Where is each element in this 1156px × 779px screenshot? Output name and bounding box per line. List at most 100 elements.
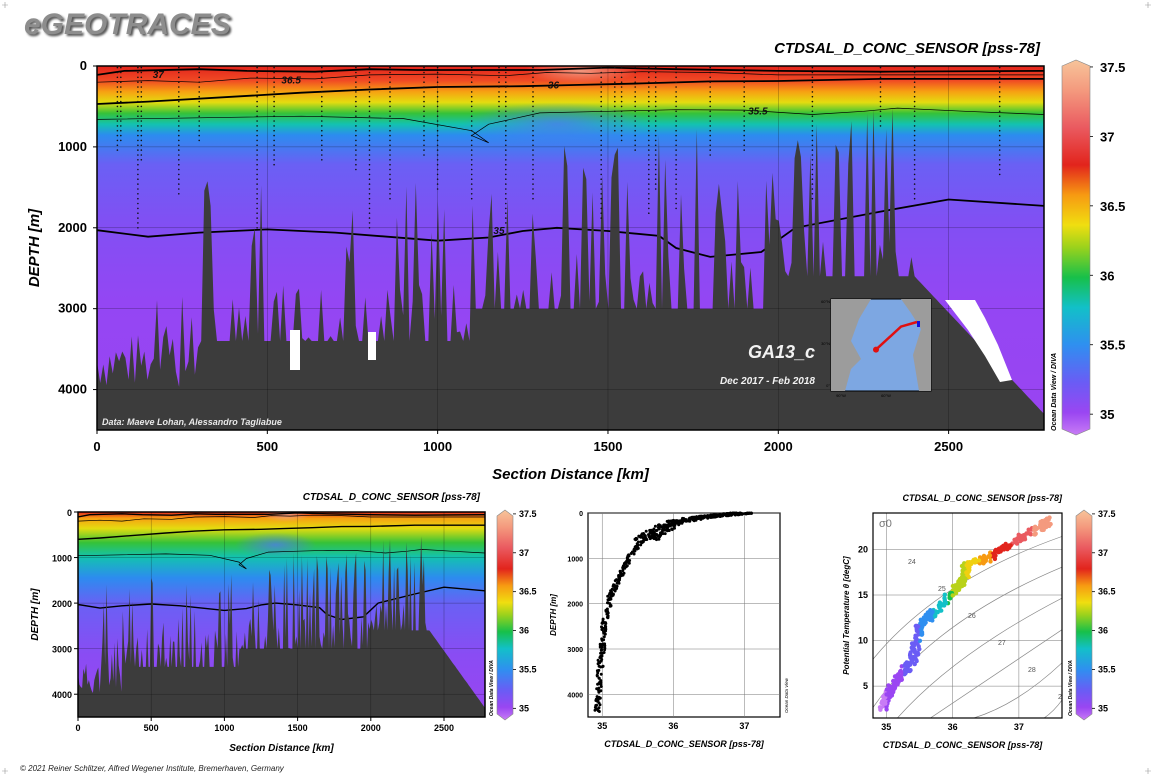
- sample-point: [273, 95, 275, 98]
- profile-point: [649, 531, 653, 535]
- sample-point: [198, 91, 200, 93]
- sample-point: [505, 222, 507, 224]
- profile-point: [643, 534, 647, 538]
- sample-point: [137, 139, 139, 142]
- contour-37: [78, 512, 485, 518]
- profile-point: [609, 604, 613, 608]
- sample-point: [614, 129, 616, 132]
- low-salinity-tongue: [234, 532, 317, 558]
- chart-title: CTDSAL_D_CONC_SENSOR [pss-78]: [774, 40, 1041, 57]
- sample-point: [879, 91, 882, 93]
- sample-point: [368, 197, 371, 200]
- sample-point: [600, 207, 602, 210]
- sample-point: [256, 129, 258, 132]
- sample-point: [998, 120, 1001, 122]
- sample-point: [355, 144, 357, 147]
- sample-point: [256, 193, 258, 195]
- sample-point: [634, 81, 636, 83]
- ts-point: [877, 705, 883, 710]
- ts-point: [937, 605, 942, 610]
- sample-point: [998, 125, 1001, 127]
- y-tick-label: 2000: [567, 602, 583, 609]
- sample-point: [634, 76, 636, 79]
- sample-point: [120, 86, 122, 88]
- sample-point: [423, 120, 425, 122]
- colorbar-tick-label: 37.5: [519, 509, 537, 519]
- sample-point: [140, 139, 143, 142]
- ts-point: [1008, 543, 1013, 548]
- profile-point: [688, 519, 692, 523]
- x-tick-label: 1000: [214, 723, 234, 733]
- sample-point: [505, 202, 507, 205]
- contour-label: 37: [153, 70, 165, 81]
- sample-point: [321, 81, 323, 83]
- sample-point: [600, 76, 602, 79]
- sample-point: [811, 86, 814, 88]
- sample-point: [273, 81, 275, 83]
- sample-point: [256, 110, 258, 113]
- sample-point: [178, 154, 180, 156]
- sample-point: [423, 100, 425, 103]
- sample-point: [600, 134, 602, 137]
- sample-point: [998, 66, 1001, 69]
- profile-point: [596, 671, 600, 675]
- sample-point: [600, 168, 602, 171]
- sample-point: [913, 129, 916, 132]
- isopycnal-25: [873, 566, 1062, 709]
- sample-point: [620, 134, 623, 137]
- profile-point: [602, 635, 606, 639]
- plot-frame: [872, 512, 1063, 719]
- sample-point: [648, 202, 650, 205]
- sample-point: [532, 81, 534, 83]
- sample-point: [532, 183, 534, 185]
- sample-point: [256, 222, 258, 224]
- colorbar-ramp: [1061, 59, 1091, 436]
- sample-point: [505, 95, 507, 98]
- sample-point: [709, 115, 711, 117]
- profile-point: [747, 512, 751, 515]
- ts-point: [937, 600, 943, 605]
- sample-point: [532, 91, 534, 93]
- sample-point: [532, 86, 534, 88]
- colorbar-tick-label: 36: [519, 626, 529, 636]
- profile-point: [632, 547, 636, 551]
- sample-point: [198, 71, 200, 74]
- sample-point: [256, 227, 258, 229]
- sample-point: [648, 105, 650, 108]
- sample-point: [116, 100, 119, 103]
- ts-point: [999, 545, 1004, 550]
- sample-point: [654, 81, 657, 83]
- sample-point: [743, 81, 745, 83]
- sample-point: [355, 86, 357, 88]
- sample-point: [470, 120, 473, 122]
- sample-point: [600, 115, 602, 117]
- sample-point: [140, 110, 143, 113]
- inset-lat-label: 30°N: [821, 341, 830, 346]
- sample-point: [998, 110, 1001, 113]
- sample-point: [256, 66, 258, 69]
- sample-point: [368, 193, 371, 195]
- sample-point: [137, 129, 139, 132]
- sample-point: [648, 115, 650, 117]
- sample-point: [256, 217, 258, 219]
- small-section-panel: 0 500 1000 1500 2000 2500 0 1000 2000 3000 4000 Sec…: [30, 492, 486, 754]
- sample-point: [137, 125, 139, 127]
- profile-point: [694, 518, 698, 521]
- sample-point: [654, 105, 657, 108]
- sample-point: [137, 202, 139, 205]
- sample-point: [743, 134, 745, 137]
- ts-point: [955, 585, 961, 590]
- ts-point: [913, 655, 918, 660]
- profile-point: [600, 621, 604, 625]
- sample-point: [256, 81, 258, 83]
- ts-point: [895, 673, 900, 678]
- x-tick-label: 1000: [423, 439, 452, 454]
- profile-point: [602, 651, 606, 654]
- sample-point: [648, 168, 650, 171]
- sample-point: [198, 66, 200, 69]
- profile-point: [647, 533, 650, 537]
- profile-point: [621, 569, 625, 573]
- sample-point: [532, 144, 534, 147]
- y-tick-label: 0: [579, 511, 583, 518]
- sample-point: [178, 144, 180, 147]
